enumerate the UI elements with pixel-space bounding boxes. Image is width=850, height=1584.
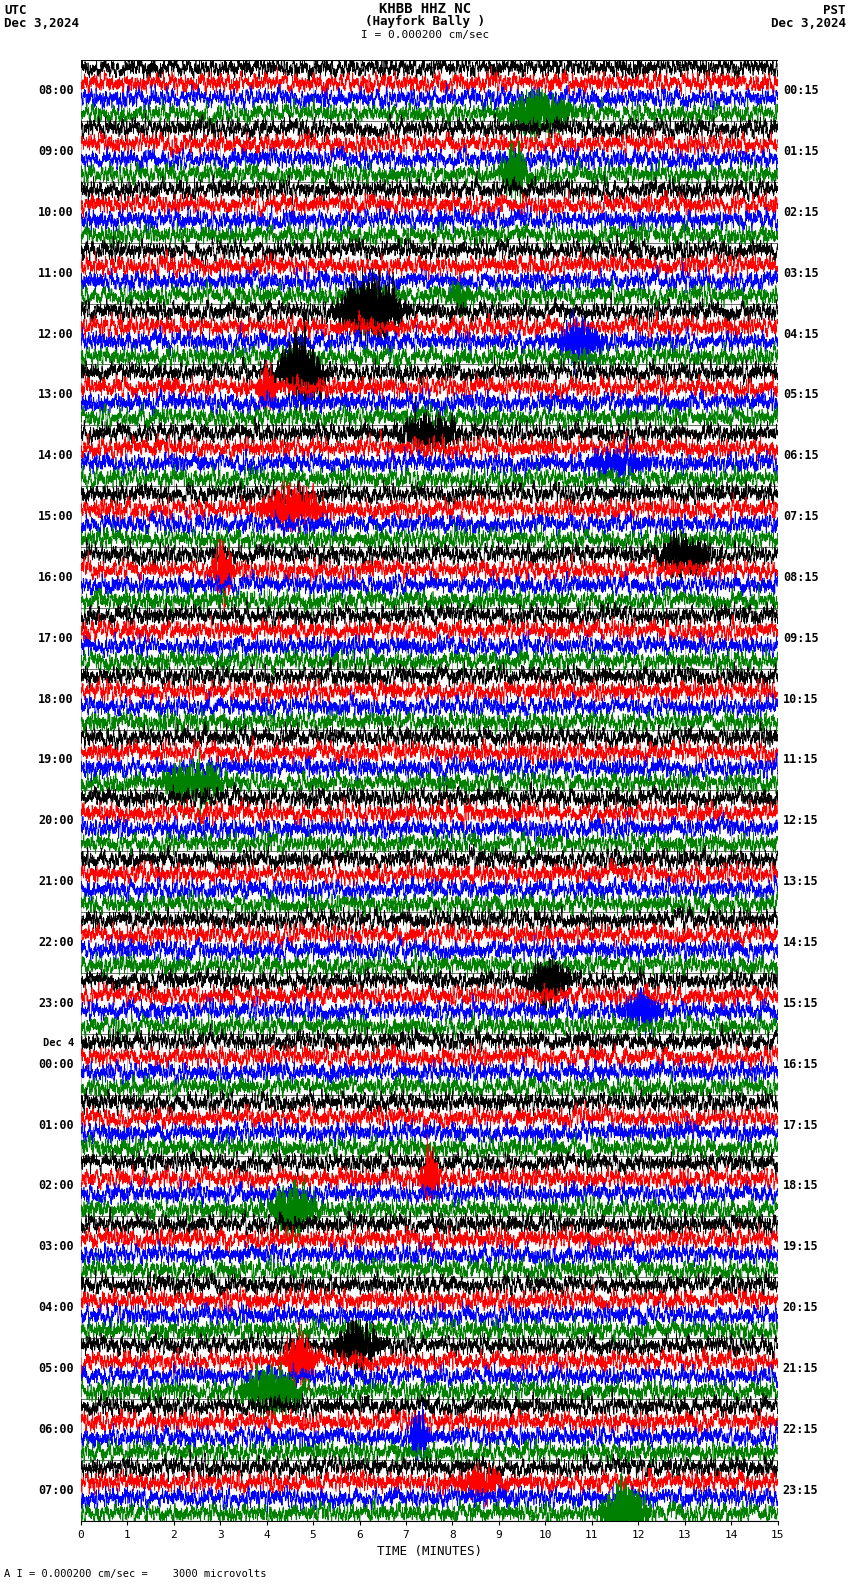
Text: 23:00: 23:00 [38, 996, 74, 1011]
Text: 11:15: 11:15 [783, 754, 819, 767]
Text: 15:00: 15:00 [38, 510, 74, 523]
Text: 03:00: 03:00 [38, 1240, 74, 1253]
Text: 01:00: 01:00 [38, 1118, 74, 1131]
Text: 12:00: 12:00 [38, 328, 74, 341]
Text: 12:15: 12:15 [783, 814, 819, 827]
Text: 16:00: 16:00 [38, 570, 74, 584]
Text: PST: PST [824, 3, 846, 17]
Text: 04:00: 04:00 [38, 1300, 74, 1315]
Text: 01:15: 01:15 [783, 146, 819, 158]
Text: 22:15: 22:15 [783, 1422, 819, 1435]
Text: 08:15: 08:15 [783, 570, 819, 584]
Text: 02:15: 02:15 [783, 206, 819, 219]
X-axis label: TIME (MINUTES): TIME (MINUTES) [377, 1546, 482, 1559]
Text: 06:00: 06:00 [38, 1422, 74, 1435]
Text: Dec 3,2024: Dec 3,2024 [4, 16, 79, 30]
Text: 22:00: 22:00 [38, 936, 74, 949]
Text: 05:15: 05:15 [783, 388, 819, 401]
Text: 20:00: 20:00 [38, 814, 74, 827]
Text: 07:15: 07:15 [783, 510, 819, 523]
Text: 16:15: 16:15 [783, 1058, 819, 1071]
Text: 02:00: 02:00 [38, 1180, 74, 1193]
Text: Dec 4: Dec 4 [42, 1038, 74, 1049]
Text: 05:00: 05:00 [38, 1362, 74, 1375]
Text: 06:15: 06:15 [783, 450, 819, 463]
Text: 04:15: 04:15 [783, 328, 819, 341]
Text: 13:15: 13:15 [783, 876, 819, 889]
Text: 10:00: 10:00 [38, 206, 74, 219]
Text: 14:15: 14:15 [783, 936, 819, 949]
Text: 14:00: 14:00 [38, 450, 74, 463]
Text: 17:00: 17:00 [38, 632, 74, 645]
Text: 13:00: 13:00 [38, 388, 74, 401]
Text: 19:00: 19:00 [38, 754, 74, 767]
Text: 00:15: 00:15 [783, 84, 819, 97]
Text: I = 0.000200 cm/sec: I = 0.000200 cm/sec [361, 30, 489, 40]
Text: 09:15: 09:15 [783, 632, 819, 645]
Text: 10:15: 10:15 [783, 692, 819, 705]
Text: 07:00: 07:00 [38, 1484, 74, 1497]
Text: 11:00: 11:00 [38, 266, 74, 280]
Text: UTC: UTC [4, 3, 26, 17]
Text: 00:00: 00:00 [38, 1058, 74, 1071]
Text: (Hayfork Bally ): (Hayfork Bally ) [365, 14, 485, 29]
Text: KHBB HHZ NC: KHBB HHZ NC [379, 2, 471, 16]
Text: Dec 3,2024: Dec 3,2024 [771, 16, 846, 30]
Text: 18:00: 18:00 [38, 692, 74, 705]
Text: 21:15: 21:15 [783, 1362, 819, 1375]
Text: 17:15: 17:15 [783, 1118, 819, 1131]
Text: 15:15: 15:15 [783, 996, 819, 1011]
Text: 23:15: 23:15 [783, 1484, 819, 1497]
Text: 20:15: 20:15 [783, 1300, 819, 1315]
Text: 03:15: 03:15 [783, 266, 819, 280]
Text: 19:15: 19:15 [783, 1240, 819, 1253]
Text: 08:00: 08:00 [38, 84, 74, 97]
Text: 09:00: 09:00 [38, 146, 74, 158]
Text: 18:15: 18:15 [783, 1180, 819, 1193]
Text: A I = 0.000200 cm/sec =    3000 microvolts: A I = 0.000200 cm/sec = 3000 microvolts [4, 1570, 267, 1579]
Text: 21:00: 21:00 [38, 876, 74, 889]
